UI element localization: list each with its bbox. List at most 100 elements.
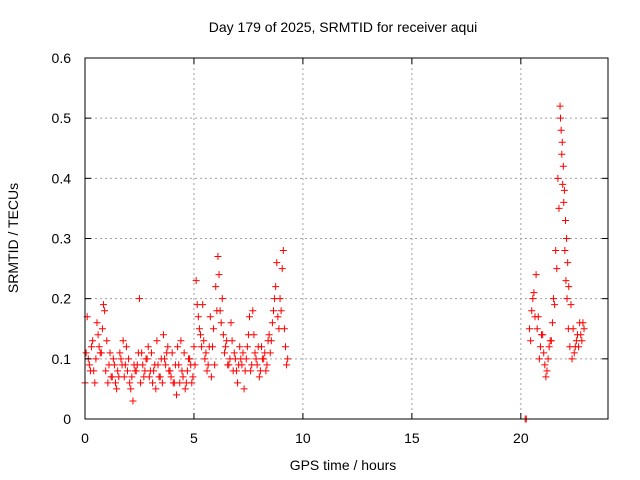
data-point <box>129 397 137 405</box>
data-point <box>94 331 102 339</box>
data-point <box>252 355 260 363</box>
data-point <box>563 295 571 303</box>
data-point <box>224 361 232 369</box>
data-point <box>249 307 257 315</box>
data-point <box>149 379 157 387</box>
data-point <box>110 361 118 369</box>
data-point <box>194 313 202 321</box>
data-point <box>164 343 172 351</box>
data-point <box>281 343 289 351</box>
data-point <box>98 325 106 333</box>
data-point <box>179 373 187 381</box>
data-point <box>540 349 548 357</box>
data-point <box>565 283 573 291</box>
data-point <box>116 349 124 357</box>
data-point <box>126 379 134 387</box>
data-point <box>139 361 147 369</box>
data-point <box>165 367 173 375</box>
data-point <box>150 367 158 375</box>
data-point <box>556 102 564 110</box>
data-point <box>101 307 109 315</box>
data-point <box>92 355 100 363</box>
data-point <box>284 355 292 363</box>
data-point <box>546 337 554 345</box>
data-point <box>570 349 578 357</box>
y-tick-label: 0.6 <box>52 50 72 66</box>
data-point <box>530 289 538 297</box>
data-point <box>100 301 108 309</box>
data-point <box>207 373 215 381</box>
data-point <box>545 343 553 351</box>
data-point <box>182 379 190 387</box>
data-point <box>541 361 549 369</box>
x-tick-label: 15 <box>404 430 420 446</box>
data-point <box>211 361 219 369</box>
y-tick-label: 0.5 <box>52 110 72 126</box>
data-point <box>548 319 556 327</box>
data-point <box>536 343 544 351</box>
data-point <box>171 361 179 369</box>
data-point <box>228 337 236 345</box>
data-point <box>82 349 90 357</box>
grid-layer <box>85 58 608 419</box>
data-point <box>203 367 211 375</box>
data-point <box>568 355 576 363</box>
data-point <box>91 379 99 387</box>
data-point <box>204 361 212 369</box>
data-point <box>141 367 149 375</box>
data-point <box>195 325 203 333</box>
data-point <box>97 349 105 357</box>
data-point <box>277 307 285 315</box>
x-tick-label: 5 <box>190 430 198 446</box>
data-point <box>239 349 247 357</box>
data-point <box>122 343 130 351</box>
data-point <box>145 373 153 381</box>
data-point <box>115 373 123 381</box>
data-point <box>114 367 122 375</box>
data-point <box>220 349 228 357</box>
data-point <box>567 301 575 309</box>
data-point <box>240 385 248 393</box>
data-point <box>163 349 171 357</box>
data-point <box>553 265 561 273</box>
data-point <box>180 349 188 357</box>
data-point <box>272 283 280 291</box>
x-tick-label: 10 <box>295 430 311 446</box>
data-point <box>554 174 562 182</box>
data-point <box>169 379 177 387</box>
data-point <box>192 277 200 285</box>
data-point <box>535 355 543 363</box>
data-point <box>86 367 94 375</box>
data-point <box>283 361 291 369</box>
data-point <box>222 343 230 351</box>
data-point <box>167 373 175 381</box>
data-point <box>527 337 535 345</box>
data-point <box>218 295 226 303</box>
data-point <box>134 349 142 357</box>
data-point <box>108 373 116 381</box>
data-point <box>237 355 245 363</box>
x-tick-label: 20 <box>513 430 529 446</box>
data-point <box>88 343 96 351</box>
data-point <box>177 337 185 345</box>
data-point <box>132 367 140 375</box>
data-point <box>575 343 583 351</box>
data-point <box>156 373 164 381</box>
x-tick-label: 0 <box>81 430 89 446</box>
data-point <box>214 253 222 261</box>
data-point <box>564 259 572 267</box>
data-point <box>174 343 182 351</box>
data-point <box>103 337 111 345</box>
data-point <box>580 325 588 333</box>
data-point <box>135 295 143 303</box>
data-point <box>208 343 216 351</box>
y-axis-label: SRMTID / TECUs <box>5 183 21 293</box>
y-tick-label: 0.4 <box>52 170 72 186</box>
data-point <box>248 361 256 369</box>
data-point <box>189 373 197 381</box>
data-point <box>178 367 186 375</box>
data-point <box>552 247 560 255</box>
data-point <box>273 259 281 267</box>
data-point <box>198 343 206 351</box>
